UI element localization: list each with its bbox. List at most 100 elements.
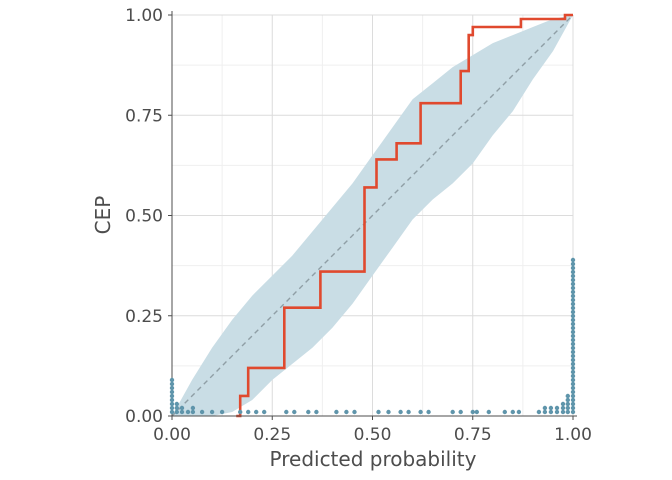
data-point: [548, 405, 554, 411]
data-point: [570, 273, 576, 279]
data-point: [209, 409, 215, 415]
data-point: [570, 257, 576, 263]
data-point: [565, 405, 570, 411]
data-point: [486, 409, 491, 415]
data-point: [570, 381, 576, 387]
data-point: [570, 357, 576, 363]
data-point: [554, 405, 560, 411]
data-point: [185, 409, 191, 415]
data-point: [179, 409, 185, 415]
data-point: [169, 381, 175, 387]
data-point: [190, 405, 196, 411]
data-point: [169, 409, 175, 415]
data-point: [398, 409, 403, 415]
data-point: [570, 373, 576, 379]
data-point: [292, 409, 297, 415]
data-point: [536, 409, 542, 415]
data-point: [570, 397, 576, 403]
data-point: [570, 405, 576, 411]
data-point: [548, 409, 554, 415]
data-point: [570, 265, 576, 271]
data-point: [570, 361, 576, 367]
data-point: [169, 389, 175, 395]
tick-labels: 0.00 0.25 0.50 0.75 1.00 0.00 0.25 0.50 0.75 1.00: [125, 6, 592, 445]
data-point: [352, 409, 357, 415]
data-point: [470, 409, 475, 415]
data-point: [560, 409, 566, 415]
cep-step-path: [236, 13, 573, 418]
data-point: [570, 341, 576, 347]
data-point: [510, 409, 515, 415]
data-point: [376, 409, 381, 415]
data-point: [344, 409, 349, 415]
data-point: [169, 385, 175, 391]
data-point: [314, 409, 319, 415]
y-axis-title: CEP: [91, 196, 115, 235]
data-point: [570, 277, 576, 283]
y-tick-label: 1.00: [125, 6, 163, 26]
data-point: [570, 365, 576, 371]
data-point: [246, 409, 251, 415]
data-point: [570, 317, 576, 323]
data-point: [570, 369, 576, 375]
data-point: [174, 401, 179, 407]
x-tick-label: 0.00: [153, 425, 191, 445]
data-point: [570, 349, 576, 355]
data-point: [570, 393, 576, 399]
data-point: [190, 409, 196, 415]
data-point: [570, 297, 576, 303]
data-point: [570, 309, 576, 315]
data-point: [570, 301, 576, 307]
data-point: [169, 405, 175, 411]
data-point: [565, 393, 570, 399]
x-tick-label: 0.25: [253, 425, 291, 445]
data-point: [474, 409, 479, 415]
data-point: [219, 409, 225, 415]
data-point: [179, 405, 185, 411]
data-point: [570, 333, 576, 339]
x-tick-label: 1.00: [554, 425, 592, 445]
data-point: [169, 377, 175, 383]
data-point: [516, 409, 522, 415]
data-point: [570, 401, 576, 407]
data-point: [502, 409, 507, 415]
data-point: [570, 409, 576, 415]
data-point: [306, 409, 311, 415]
data-point: [386, 409, 391, 415]
data-point: [570, 385, 576, 391]
data-point: [169, 397, 175, 403]
data-point: [570, 285, 576, 291]
data-point: [262, 409, 267, 415]
y-tick-label: 0.25: [125, 307, 163, 327]
y-tick-label: 0.00: [125, 407, 163, 427]
data-point: [169, 401, 175, 407]
observation-points: [169, 257, 576, 415]
data-point: [570, 281, 576, 287]
data-point: [570, 325, 576, 331]
data-point: [199, 409, 205, 415]
data-point: [418, 409, 423, 415]
data-point: [560, 405, 566, 411]
data-point: [560, 401, 566, 407]
data-point: [570, 353, 576, 359]
x-axis-title: Predicted probability: [270, 447, 477, 471]
axes: [168, 11, 577, 420]
x-tick-label: 0.75: [454, 425, 492, 445]
data-point: [570, 261, 576, 267]
data-point: [542, 405, 548, 411]
data-point: [565, 397, 570, 403]
data-point: [570, 269, 576, 275]
data-point: [570, 289, 576, 295]
data-point: [174, 409, 179, 415]
data-point: [450, 409, 455, 415]
data-point: [284, 409, 289, 415]
data-point: [570, 377, 576, 383]
data-point: [554, 409, 560, 415]
data-point: [570, 305, 576, 311]
data-point: [458, 409, 463, 415]
reference-diagonal: [171, 14, 574, 417]
y-tick-label: 0.50: [125, 207, 163, 227]
data-point: [570, 313, 576, 319]
data-point: [254, 409, 259, 415]
